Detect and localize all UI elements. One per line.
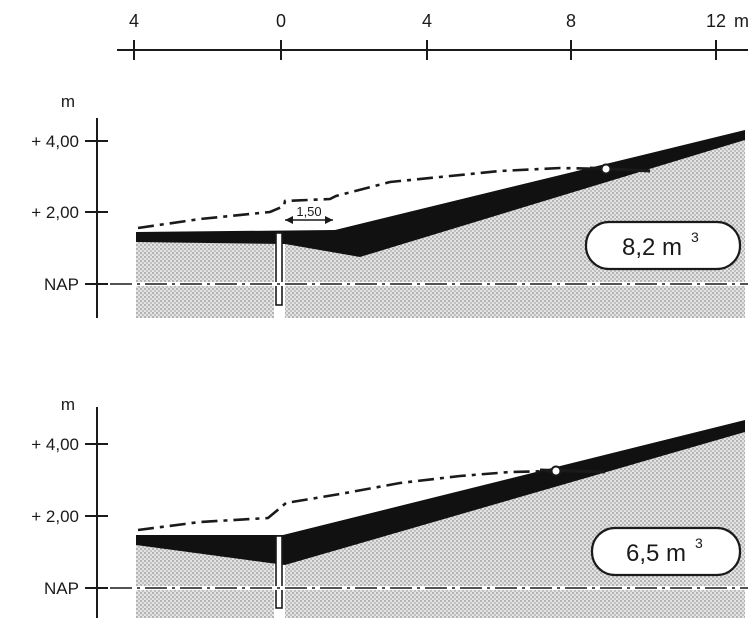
- scale-tick-label: 4: [422, 11, 432, 31]
- axis-unit-label: m: [61, 92, 75, 111]
- volume-value: 8,2 m: [622, 234, 682, 261]
- nourishment-layer: [136, 420, 745, 565]
- y-label-4m: + 4,00: [31, 132, 79, 151]
- volume-exponent: 3: [695, 535, 703, 551]
- profile-intersection-marker: [600, 163, 612, 175]
- axis-unit-label: m: [61, 395, 75, 414]
- y-label-4m: + 4,00: [31, 435, 79, 454]
- arrow-head-right: [325, 216, 333, 224]
- y-label-nap: NAP: [44, 275, 79, 294]
- volume-exponent: 3: [691, 229, 699, 245]
- scale-tick-label: 4: [129, 11, 139, 31]
- scale-tick-label: 8: [566, 11, 576, 31]
- y-label-2m: + 2,00: [31, 507, 79, 526]
- volume-value: 6,5 m: [626, 540, 686, 567]
- survey-pole: [275, 232, 283, 306]
- profile-intersection-marker: [550, 465, 562, 477]
- scale-unit-label: m: [734, 11, 749, 31]
- survey-pole: [275, 535, 283, 609]
- volume-badge: [584, 220, 742, 271]
- profile-panel-top: m + 4,00 + 2,00 NAP 1,50 8,2 m 3: [31, 92, 748, 318]
- nourishment-layer: [136, 130, 745, 257]
- dimension-label: 1,50: [296, 204, 321, 219]
- beach-ground: [136, 545, 274, 618]
- arrow-head-left: [285, 216, 293, 224]
- beach-ground: [136, 242, 274, 318]
- distance-scale: 4 0 4 8 12 m: [117, 11, 749, 60]
- volume-badge: [590, 526, 742, 577]
- scale-tick-label: 12: [706, 11, 726, 31]
- design-profile-line: [137, 469, 557, 532]
- profile-panel-bottom: m + 4,00 + 2,00 NAP 6,5 m 3: [31, 395, 748, 618]
- y-label-nap: NAP: [44, 579, 79, 598]
- scale-tick-label: 0: [276, 11, 286, 31]
- design-profile-line: [137, 166, 607, 230]
- beach-ground: [285, 140, 745, 318]
- y-label-2m: + 2,00: [31, 203, 79, 222]
